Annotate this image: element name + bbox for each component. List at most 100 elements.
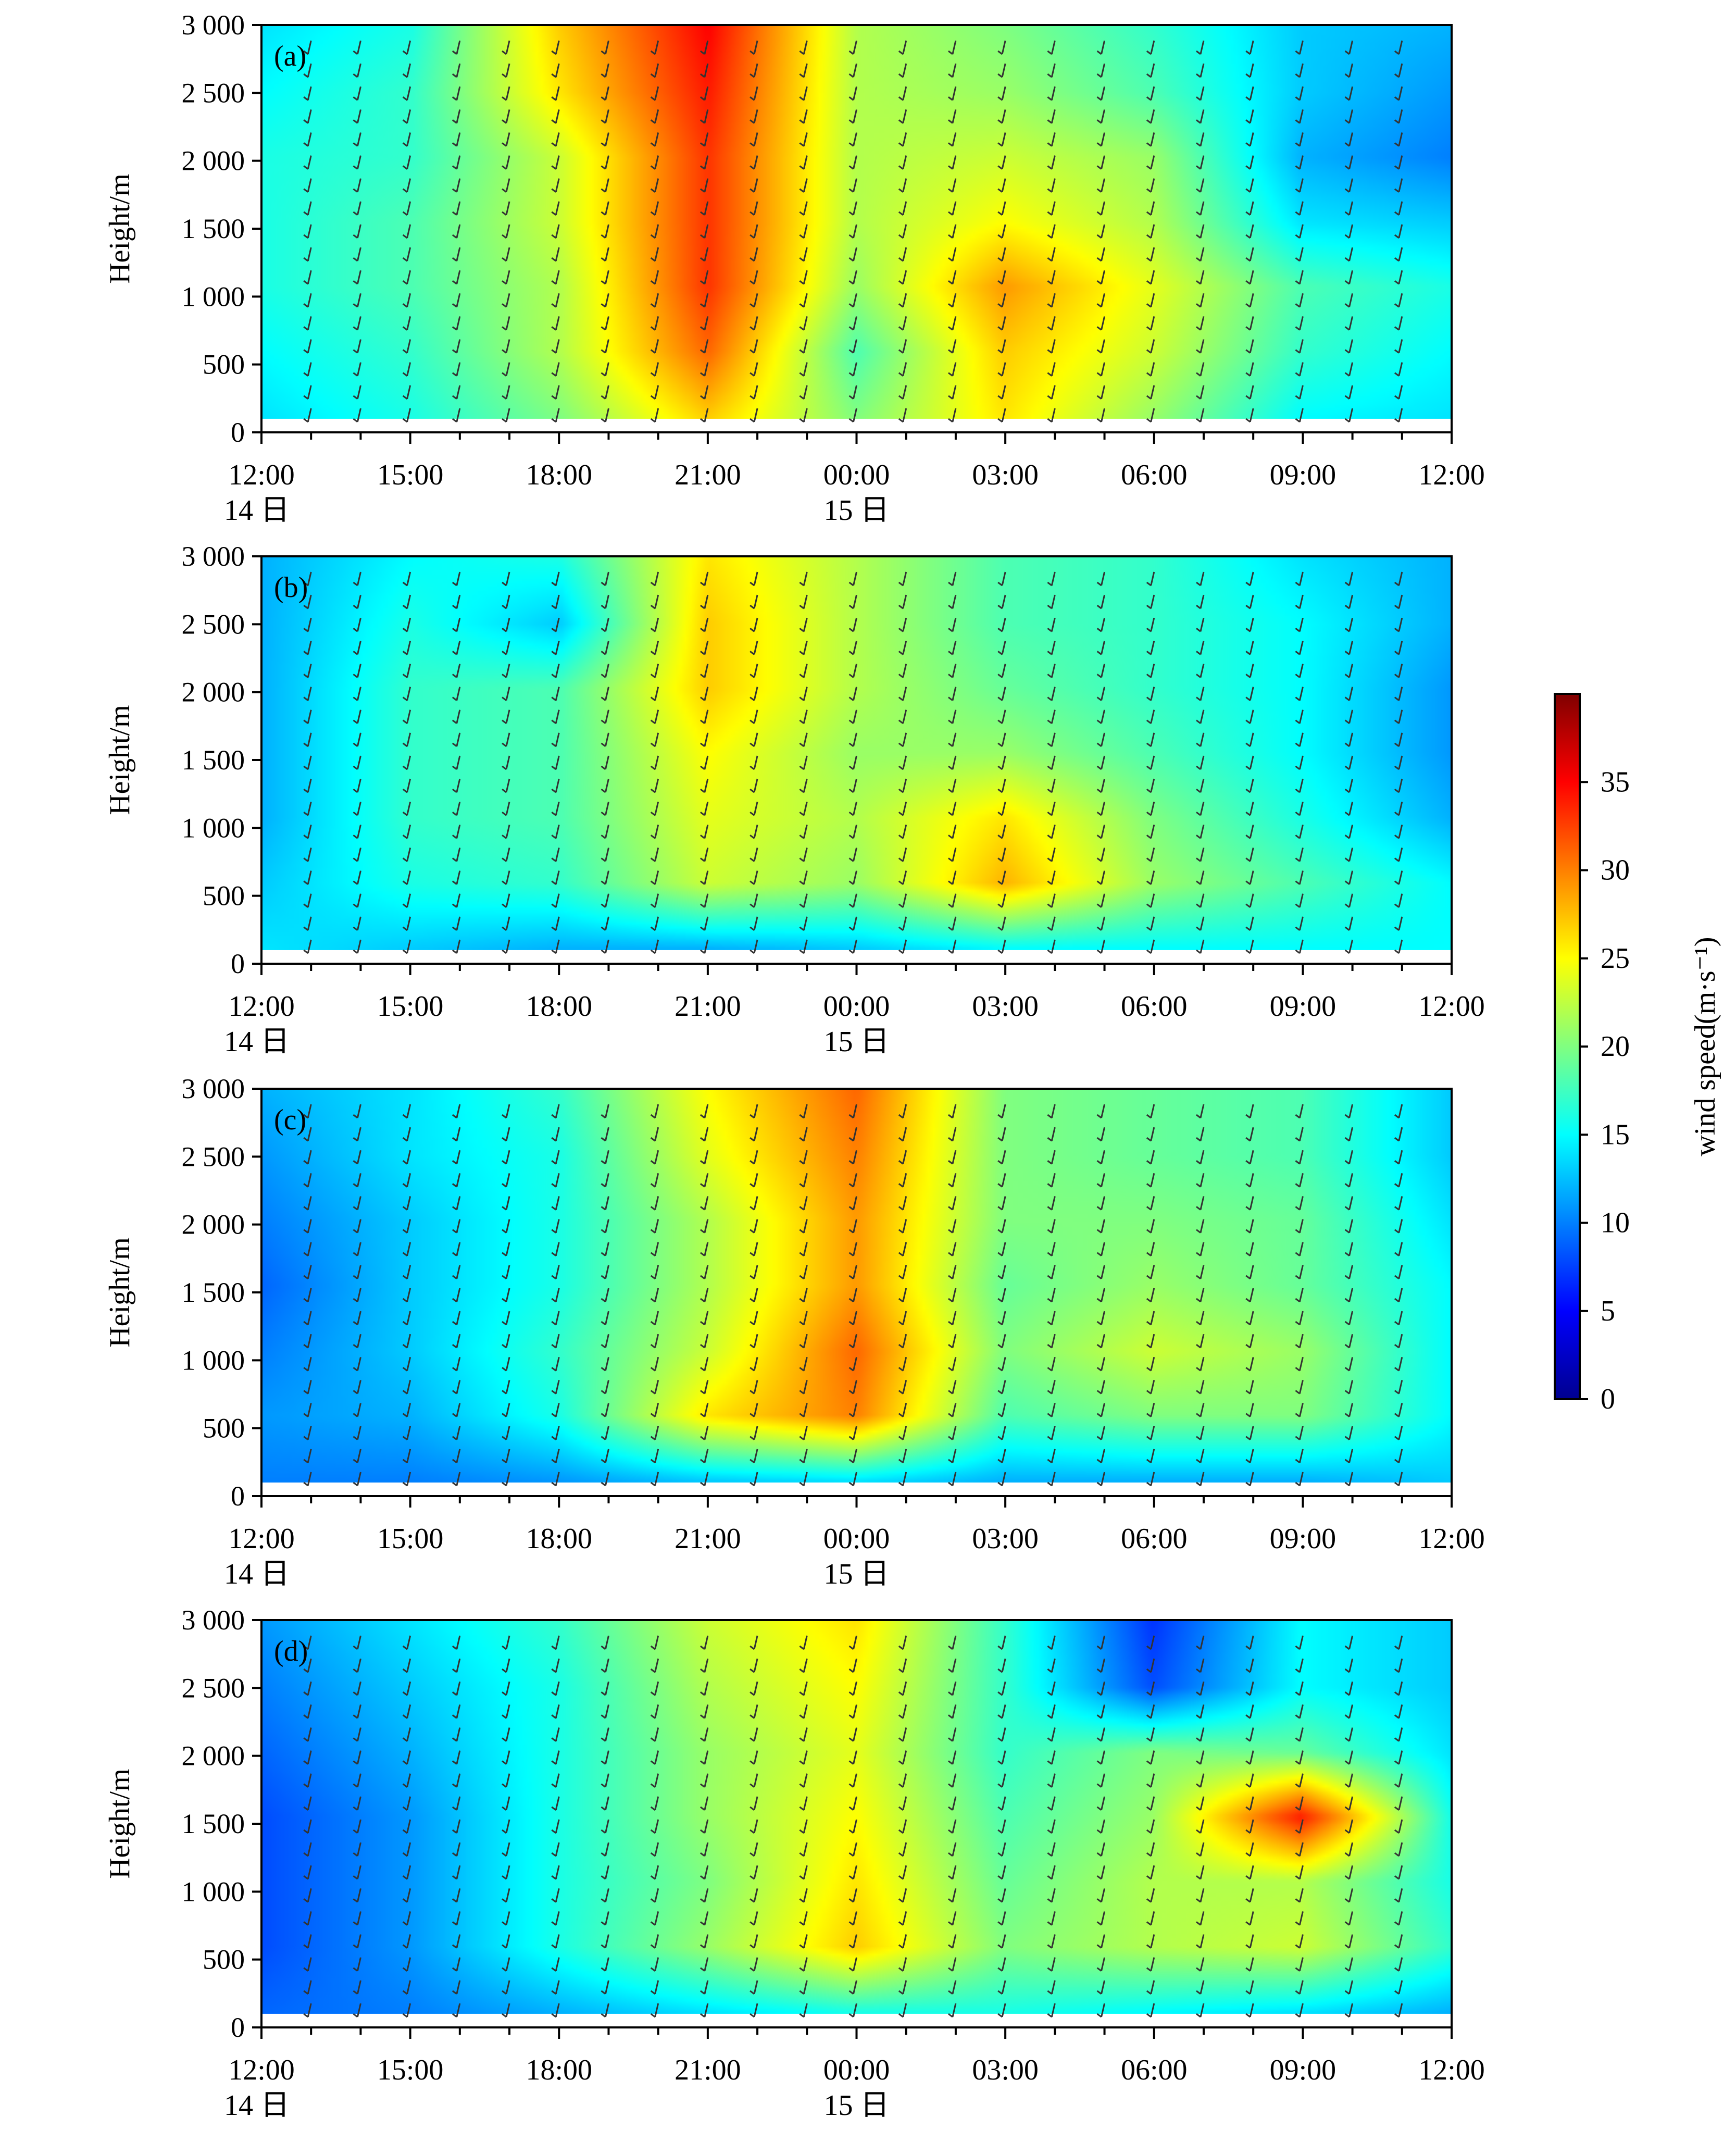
wind-barb (502, 641, 510, 655)
wind-barb (799, 893, 808, 908)
x-tick-label: 03:00 (972, 1523, 1039, 1555)
x-tick-label: 15:00 (377, 459, 444, 491)
y-tick-label: 3 000 (182, 1604, 245, 1636)
wind-barb (1146, 1773, 1155, 1788)
wind-barb (848, 1773, 857, 1788)
wind-barb (1146, 732, 1155, 748)
wind-barb (601, 1150, 609, 1165)
wind-barb (353, 1957, 361, 1972)
wind-barb (750, 1380, 758, 1395)
wind-barb (650, 1219, 659, 1234)
wind-barb (750, 316, 758, 331)
wind-barb (1344, 2003, 1354, 2018)
wind-barb (799, 1635, 808, 1650)
wind-barb (1344, 178, 1354, 193)
wind-barb (1295, 178, 1304, 193)
wind-barb (1245, 1865, 1254, 1880)
wind-barb (898, 1356, 907, 1372)
x-day-label: 15 日 (824, 2089, 890, 2122)
wind-barb (799, 571, 808, 587)
x-tick-label: 21:00 (675, 459, 741, 491)
wind-barb (1047, 1127, 1056, 1142)
wind-barb (601, 362, 609, 377)
wind-barb (898, 893, 907, 908)
wind-barb (601, 709, 609, 724)
wind-barb (402, 1911, 411, 1926)
wind-barb (502, 1403, 510, 1417)
wind-barb (551, 224, 560, 239)
wind-barb (948, 571, 957, 587)
wind-barb (848, 1472, 857, 1487)
wind-barb (1344, 1842, 1354, 1857)
wind-barb (502, 362, 510, 377)
wind-barb (1146, 1311, 1155, 1326)
wind-barb (799, 617, 808, 632)
wind-barb (551, 1819, 560, 1834)
wind-barb (1196, 893, 1205, 908)
wind-barb (1344, 641, 1354, 655)
wind-barb (303, 63, 312, 78)
wind-barb (353, 316, 361, 331)
wind-barb (1196, 270, 1205, 285)
wind-barb (601, 916, 609, 931)
wind-barb (303, 201, 312, 216)
wind-barb (402, 778, 411, 793)
wind-barb (898, 1403, 907, 1417)
wind-barb (1196, 1796, 1205, 1811)
x-tick-label: 12:00 (228, 459, 295, 491)
wind-barb (1196, 1472, 1205, 1487)
wind-barb (1196, 778, 1205, 793)
wind-barb (1344, 1403, 1354, 1417)
wind-barb (898, 1449, 907, 1464)
wind-barb (650, 1819, 659, 1834)
wind-barb (650, 178, 659, 193)
wind-barb (750, 571, 758, 587)
wind-barb (502, 1449, 510, 1464)
wind-barb (1196, 1980, 1205, 1995)
wind-barb (997, 155, 1006, 170)
wind-barb (1394, 2003, 1403, 2018)
wind-barb (1295, 40, 1304, 55)
wind-barb (1295, 1888, 1304, 1903)
wind-barb (997, 293, 1006, 308)
wind-barb (997, 1127, 1006, 1142)
wind-barb (1344, 63, 1354, 78)
wind-barb (848, 155, 857, 170)
wind-barb (1096, 155, 1106, 170)
wind-barb (1394, 1911, 1403, 1926)
wind-barb (1196, 1403, 1205, 1417)
wind-barb (898, 1196, 907, 1211)
wind-barb (1344, 408, 1354, 423)
wind-barb (402, 870, 411, 885)
wind-barb (650, 1911, 659, 1926)
wind-barb (452, 40, 461, 55)
wind-barb (948, 1681, 957, 1696)
wind-barb (353, 641, 361, 655)
wind-barb (650, 893, 659, 908)
wind-barb (997, 1334, 1006, 1349)
wind-barb (402, 1819, 411, 1834)
wind-barb (452, 1173, 461, 1188)
wind-barb (898, 732, 907, 748)
wind-barb (1394, 1635, 1403, 1650)
wind-barb (1344, 939, 1354, 954)
wind-barb (1295, 848, 1304, 862)
wind-barb (1245, 1658, 1254, 1673)
wind-barb (601, 1173, 609, 1188)
wind-barb (1146, 687, 1155, 701)
wind-barb (452, 247, 461, 262)
wind-barb (502, 664, 510, 678)
wind-barb (700, 939, 709, 954)
wind-barb (750, 1426, 758, 1440)
wind-barb (898, 594, 907, 609)
wind-barb (353, 293, 361, 308)
wind-barb (1196, 109, 1205, 124)
wind-barb (551, 2003, 560, 2018)
wind-barb (750, 1104, 758, 1119)
wind-barb (402, 1449, 411, 1464)
wind-barb (1394, 755, 1403, 770)
wind-barb (303, 1727, 312, 1742)
wind-barb (1295, 1242, 1304, 1256)
wind-barb (1196, 1173, 1205, 1188)
wind-barb (1096, 1403, 1106, 1417)
